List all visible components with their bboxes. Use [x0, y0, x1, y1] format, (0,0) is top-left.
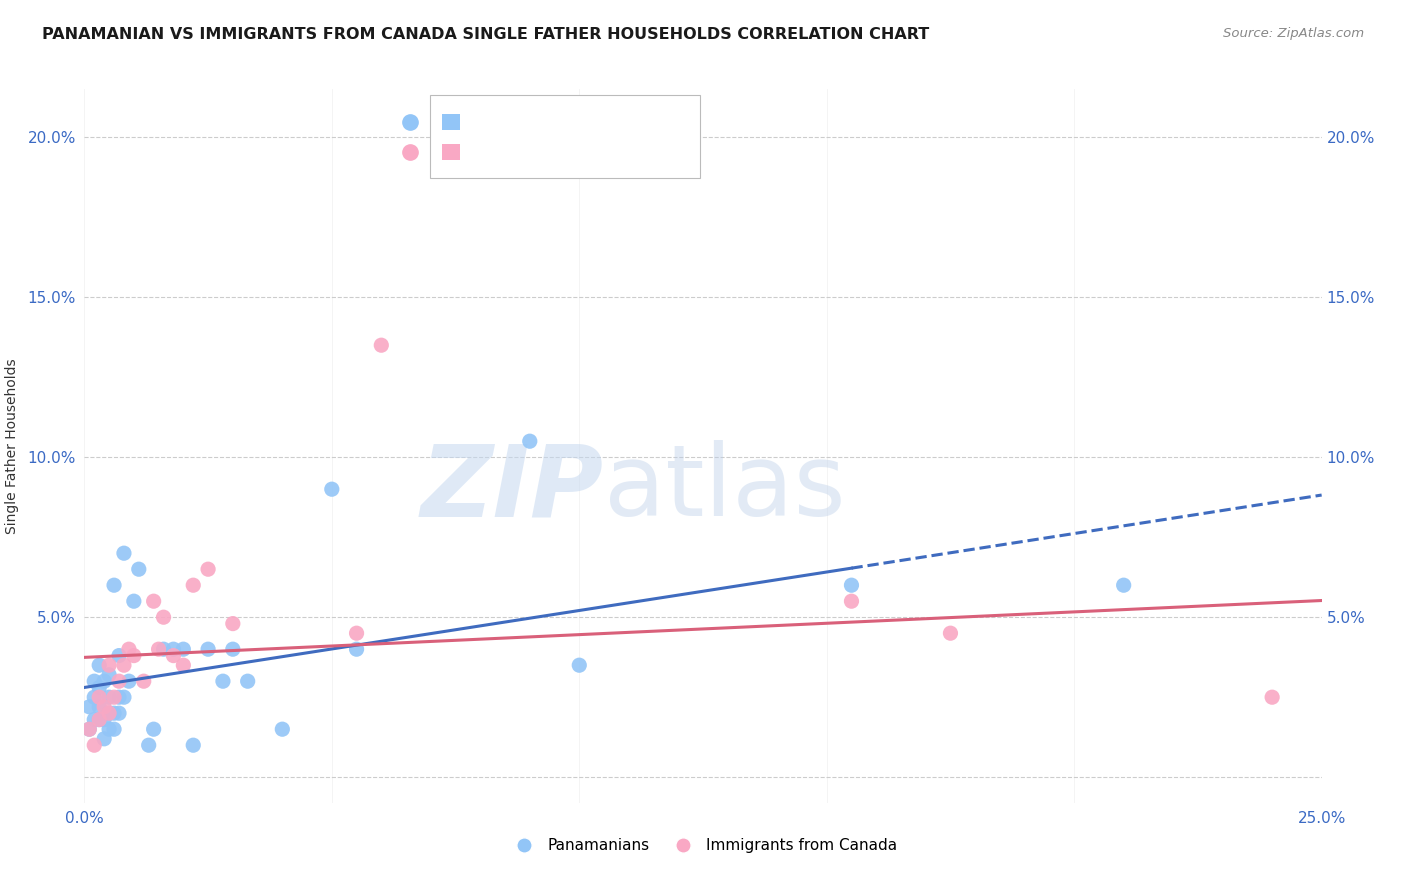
Point [519, 434, 541, 449]
Point [181, 578, 204, 592]
Point [93, 713, 115, 727]
Text: R =: R = [468, 143, 508, 161]
Point [112, 690, 135, 705]
Point [122, 648, 145, 663]
Point [108, 706, 131, 721]
Point [83, 713, 105, 727]
Text: 0.351: 0.351 [501, 143, 557, 161]
Point [98, 706, 121, 721]
Text: PANAMANIAN VS IMMIGRANTS FROM CANADA SINGLE FATHER HOUSEHOLDS CORRELATION CHART: PANAMANIAN VS IMMIGRANTS FROM CANADA SIN… [42, 27, 929, 42]
Point [222, 616, 245, 631]
Point [162, 642, 184, 657]
Point [103, 690, 125, 705]
Point [212, 674, 235, 689]
Point [98, 658, 121, 673]
Point [222, 642, 245, 657]
Point [346, 642, 368, 657]
Point [83, 738, 105, 752]
Text: 0.202: 0.202 [501, 113, 557, 131]
Point [98, 706, 121, 721]
Point [197, 562, 219, 576]
Point [138, 738, 160, 752]
Text: N =: N = [548, 113, 599, 131]
Y-axis label: Single Father Households: Single Father Households [6, 359, 20, 533]
Point [370, 338, 392, 352]
Point [89, 699, 111, 714]
Point [89, 690, 111, 705]
Point [93, 674, 115, 689]
Point [103, 722, 125, 736]
Point [103, 578, 125, 592]
Point [841, 578, 863, 592]
Point [346, 626, 368, 640]
Point [93, 731, 115, 746]
Point [939, 626, 962, 640]
Point [162, 648, 184, 663]
Point [152, 642, 174, 657]
Point [112, 546, 135, 560]
Point [118, 642, 141, 657]
Point [197, 642, 219, 657]
Text: N =: N = [548, 143, 599, 161]
Point [181, 738, 204, 752]
Point [1261, 690, 1284, 705]
Point [98, 690, 121, 705]
Point [128, 562, 150, 576]
Point [236, 674, 259, 689]
Point [132, 674, 155, 689]
Point [93, 699, 115, 714]
Point [152, 610, 174, 624]
Point [142, 594, 165, 608]
Point [89, 713, 111, 727]
Point [89, 681, 111, 695]
Point [83, 674, 105, 689]
Point [148, 642, 170, 657]
Point [122, 594, 145, 608]
Text: 44: 44 [593, 113, 619, 131]
Text: R =: R = [468, 113, 508, 131]
Point [98, 668, 121, 682]
Point [79, 699, 101, 714]
Point [79, 722, 101, 736]
Point [83, 690, 105, 705]
Point [271, 722, 294, 736]
Legend: Panamanians, Immigrants from Canada: Panamanians, Immigrants from Canada [503, 832, 903, 859]
Point [172, 642, 194, 657]
Point [321, 482, 343, 496]
Point [108, 690, 131, 705]
Text: ZIP: ZIP [420, 441, 605, 537]
Point [103, 706, 125, 721]
Point [142, 722, 165, 736]
Text: atlas: atlas [605, 441, 845, 537]
Point [172, 658, 194, 673]
Point [89, 713, 111, 727]
Point [79, 722, 101, 736]
Point [108, 674, 131, 689]
Point [841, 594, 863, 608]
Point [1112, 578, 1135, 592]
Point [568, 658, 591, 673]
Point [89, 658, 111, 673]
Point [108, 648, 131, 663]
Text: 26: 26 [593, 143, 619, 161]
Text: Source: ZipAtlas.com: Source: ZipAtlas.com [1223, 27, 1364, 40]
Point [98, 722, 121, 736]
Point [118, 674, 141, 689]
Point [112, 658, 135, 673]
